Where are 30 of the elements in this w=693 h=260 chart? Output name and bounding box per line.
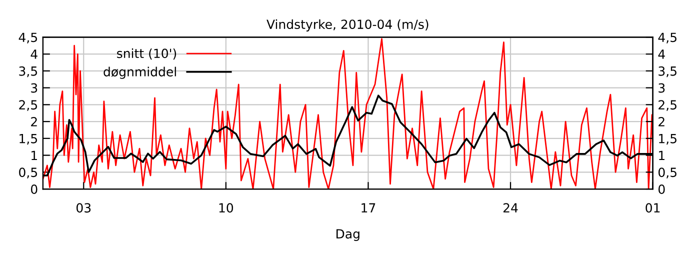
y2-tick-label: 0,5 (658, 168, 676, 178)
y-tick-label: 3 (31, 83, 38, 93)
x-axis-title: Dag (336, 229, 360, 241)
y-tick-label: 4,5 (18, 32, 38, 44)
y2-tick-label: 4 (658, 50, 665, 59)
y-tick-label: 1 (32, 150, 37, 160)
line-series (42, 38, 653, 190)
y-tick-label: 3,5 (19, 66, 38, 78)
legend-label: snitt (10') (117, 48, 176, 60)
y-tick-label: 0,5 (19, 168, 38, 178)
x-tick-label: 01 (646, 203, 660, 213)
y2-tick-label: 0 (658, 184, 665, 194)
y-tick-label: 0 (30, 184, 38, 194)
y2-tick-label: 1 (659, 150, 664, 160)
y2-tick-label: 3,5 (658, 66, 676, 78)
x-tick-label: 17 (362, 203, 376, 212)
x-tick-label: 24 (503, 203, 518, 212)
y-tick-label: 1,5 (20, 134, 38, 145)
chart-title: Vindstyrke, 2010-04 (m/s) (266, 19, 428, 32)
x-tick-label: 10 (219, 203, 234, 213)
y2-tick-label: 2 (658, 117, 664, 126)
x-tick-label: 03 (76, 203, 91, 213)
y-tick-label: 2,5 (19, 100, 38, 111)
y2-tick-label: 1,5 (659, 134, 676, 145)
y2-tick-label: 4,5 (658, 32, 676, 44)
y2-tick-label: 3 (658, 83, 665, 93)
legend-label: døgnmiddel (104, 66, 176, 79)
y2-tick-label: 2,5 (658, 100, 676, 111)
y-tick-label: 2 (31, 117, 37, 126)
y-tick-label: 4 (30, 50, 38, 59)
